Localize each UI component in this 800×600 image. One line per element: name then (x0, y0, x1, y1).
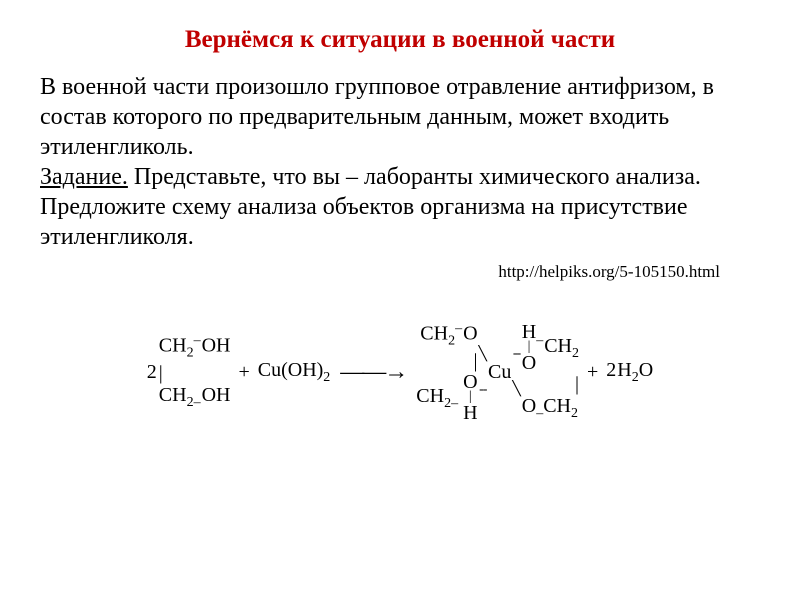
coefficient-2: 2 (606, 359, 616, 381)
reaction-arrow-icon: ——→ (340, 359, 406, 386)
h2o-h: H (617, 359, 631, 381)
glycol-bond: | (159, 362, 163, 384)
slide-title: Вернёмся к ситуации в военной части (40, 26, 760, 54)
sub-2: 2 (448, 334, 455, 349)
left-ligand: CH2–O | CH2– O | H (416, 321, 477, 422)
plus-sign: + (238, 361, 249, 384)
bond-dash: – (451, 396, 458, 411)
chemical-equation: 2 CH2–OH | CH2–OH + Cu(OH)2 ——→ CH2–O | … (40, 312, 760, 432)
sub-2: 2 (632, 370, 639, 385)
bond-dashed-icon: -- (479, 382, 486, 398)
bond-dash: – (194, 333, 202, 348)
bond-dash: – (536, 333, 544, 348)
sub-2: 2 (187, 346, 194, 361)
h-atom: H (463, 404, 477, 422)
bond-dashed-icon: -- (513, 346, 520, 362)
sub-2: 2 (323, 370, 330, 385)
ch2-top: CH (159, 335, 187, 357)
task-label: Задание. (40, 164, 128, 190)
copper-hydroxide: Cu(OH)2 (258, 359, 331, 386)
oh-bot: OH (202, 384, 231, 406)
intro-text: В военной части произошло групповое отра… (40, 74, 714, 160)
plus-sign: + (587, 361, 598, 384)
sub-2: 2 (572, 346, 579, 361)
copper-glycolate-complex: CH2–O | CH2– O | H ╲ -- Cu -- (416, 321, 579, 422)
sub-2: 2 (187, 395, 194, 410)
o-h-top-right: H | O (522, 323, 536, 372)
right-lig-bot: O–CH2 (522, 395, 578, 422)
source-url: http://helpiks.org/5-105150.html (40, 262, 720, 282)
h2o-o: O (639, 359, 653, 381)
bond-diagonal-icon: ╲ (512, 381, 520, 398)
right-bonds-to-cu: -- ╲ (513, 342, 521, 402)
cu-center: Cu (488, 361, 511, 384)
right-lig-top: H | O –CH2 (522, 322, 579, 373)
oh-top: OH (202, 335, 231, 357)
o-atom: O (522, 354, 536, 372)
body-paragraph: В военной части произошло групповое отра… (40, 72, 760, 252)
o-atom: O (463, 323, 477, 345)
bond-dash: – (455, 321, 463, 336)
slide-root: Вернёмся к ситуации в военной части В во… (0, 0, 800, 600)
ch2: CH (416, 385, 444, 407)
right-ligand: H | O –CH2 | O–CH2 (522, 322, 579, 422)
task-text: Представьте, что вы – лаборанты химическ… (40, 164, 701, 250)
o-atom: O (522, 395, 536, 417)
left-bonds-to-cu: ╲ -- (478, 342, 486, 402)
bond-dash: – (194, 395, 202, 410)
right-lig-bond: | (575, 373, 579, 395)
left-lig-bot: CH2– O | H (416, 372, 477, 423)
left-lig-top: CH2–O (420, 321, 477, 350)
coefficient-2: 2 (147, 361, 157, 384)
sub-2: 2 (571, 406, 578, 421)
ch2: CH (543, 395, 571, 417)
cuoh2-formula: Cu(OH) (258, 359, 324, 381)
ch2: CH (544, 335, 572, 357)
glycol-bot-line: CH2–OH (159, 384, 231, 411)
glycol-top-line: CH2–OH (159, 333, 231, 362)
ch2-bot: CH (159, 384, 187, 406)
o-h-bottom-left: O | H (463, 373, 477, 422)
ethylene-glycol: CH2–OH | CH2–OH (159, 333, 231, 411)
water-product: 2H2O (606, 359, 653, 386)
bond-diagonal-icon: ╲ (479, 346, 487, 363)
ch2: CH (420, 323, 448, 345)
